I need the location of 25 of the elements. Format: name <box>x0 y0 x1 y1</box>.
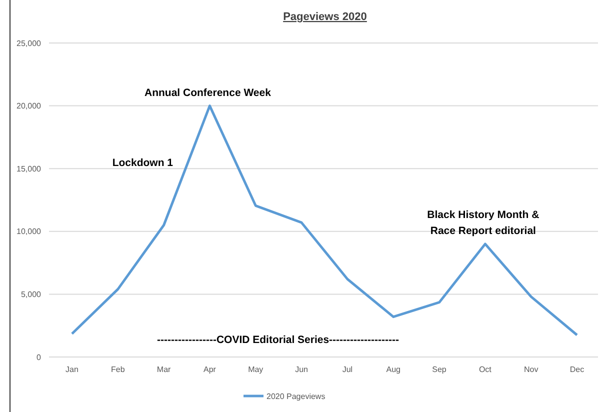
x-tick-label: Jan <box>66 365 78 374</box>
legend-label: 2020 Pageviews <box>266 392 326 401</box>
y-tick-label: 20,000 <box>16 102 42 111</box>
y-tick-label: 10,000 <box>16 227 42 236</box>
y-tick-label: 5,000 <box>20 290 42 299</box>
x-tick-label: Jul <box>342 365 353 374</box>
x-tick-label: Dec <box>570 365 584 374</box>
annotation: Black History Month & Race Report editorial <box>427 208 540 237</box>
y-tick-label: 25,000 <box>16 38 42 48</box>
x-tick-label: Mar <box>156 365 172 374</box>
x-tick-label: Jun <box>295 365 308 374</box>
annotation: Lockdown 1 <box>112 157 174 169</box>
x-tick-label: Sep <box>432 365 447 374</box>
y-tick-label: 15,000 <box>16 164 42 174</box>
x-tick-label: Oct <box>478 365 492 374</box>
chart-title: Pageviews 2020 <box>283 11 367 23</box>
x-tick-label: Aug <box>386 365 400 374</box>
x-tick-label: May <box>248 365 264 374</box>
line-series <box>70 104 578 336</box>
x-tick-label: Feb <box>111 365 126 374</box>
annotation: Annual Conference Week <box>144 86 272 99</box>
y-tick-label: 0 <box>36 352 42 362</box>
x-tick-label: Apr <box>204 365 216 374</box>
x-tick-label: Nov <box>524 365 538 374</box>
annotation: -----------------COVID Editorial Series-------------------- <box>157 334 400 346</box>
